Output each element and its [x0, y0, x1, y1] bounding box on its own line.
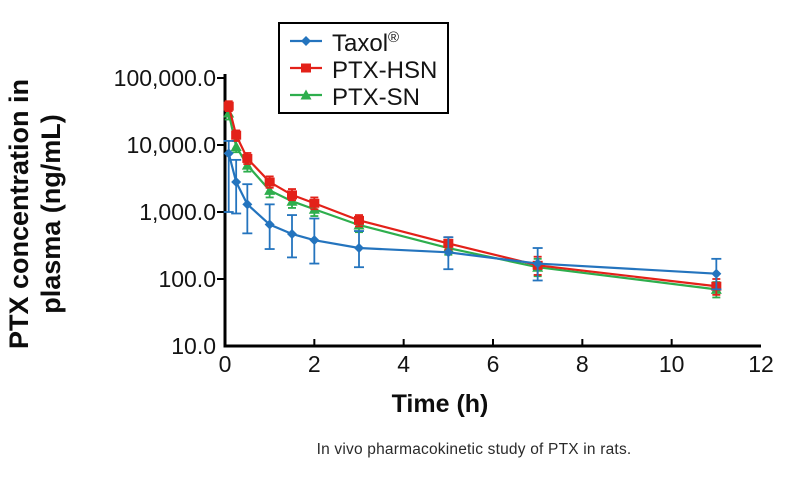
- x-tick-label: 12: [748, 351, 774, 377]
- square-marker-icon: [264, 177, 275, 187]
- ptx-sn-triangle-icon: [289, 87, 323, 103]
- square-marker-icon: [223, 101, 234, 111]
- diamond-marker-icon: [443, 247, 454, 258]
- x-tick-label: 2: [307, 351, 321, 377]
- series-line: [227, 105, 717, 288]
- diamond-marker-icon: [264, 219, 275, 230]
- y-tick-label: 100.0: [158, 266, 216, 292]
- diamond-marker-icon: [231, 177, 242, 188]
- legend-item-ptx-sn: PTX-SN: [289, 80, 447, 110]
- legend-item-ptx-hsn: PTX-HSN: [289, 53, 447, 83]
- diamond-marker-icon: [309, 235, 320, 246]
- square-marker-icon: [231, 130, 242, 140]
- legend-label-taxol-text: Taxol: [332, 29, 389, 57]
- legend-label-ptx-sn-text: PTX-SN: [332, 84, 421, 112]
- series-line: [227, 112, 717, 291]
- series-taxol: [223, 140, 722, 291]
- x-tick-label: 10: [658, 351, 685, 377]
- legend: Taxol® PTX-HSN PTX-SN: [278, 22, 449, 114]
- legend-label-ptx-sn: PTX-SN: [332, 80, 420, 110]
- diamond-marker-icon: [223, 148, 234, 159]
- ptx-hsn-square-icon: [289, 60, 323, 76]
- axes-lines: [223, 74, 761, 348]
- registered-trademark-symbol: ®: [388, 28, 400, 46]
- diamond-marker-icon: [242, 199, 253, 210]
- y-tick-label: 10,000.0: [126, 132, 216, 158]
- diamond-marker-icon: [711, 268, 722, 279]
- legend-item-taxol: Taxol®: [289, 26, 447, 56]
- square-marker-icon: [242, 153, 253, 163]
- y-tick-label: 1,000.0: [139, 199, 216, 225]
- y-tick-label: 100,000.0: [113, 65, 216, 91]
- square-marker-icon: [354, 215, 364, 225]
- diamond-marker-icon: [354, 243, 364, 254]
- square-marker-icon: [287, 190, 297, 200]
- x-tick-label: 0: [218, 351, 232, 377]
- legend-label-ptx-hsn-text: PTX-HSN: [332, 56, 438, 84]
- figure-caption: In vivo pharmacokinetic study of PTX in …: [316, 441, 632, 458]
- x-tick-label: 6: [486, 351, 500, 377]
- y-tick-label: 10.0: [171, 333, 216, 359]
- x-tick-label: 4: [397, 351, 411, 377]
- diamond-marker-icon: [532, 258, 543, 269]
- square-marker-icon: [309, 198, 320, 208]
- triangle-marker-icon: [230, 140, 242, 151]
- x-tick-label: 8: [575, 351, 589, 377]
- triangle-marker-icon: [264, 184, 276, 195]
- diamond-marker-icon: [287, 228, 297, 239]
- series-ptxhsn: [223, 100, 722, 296]
- legend-label-ptx-hsn: PTX-HSN: [332, 53, 437, 83]
- series-line: [227, 153, 717, 275]
- legend-label-taxol: Taxol®: [332, 26, 399, 56]
- x-axis-title: Time (h): [391, 390, 489, 418]
- taxol-diamond-icon: [289, 33, 323, 49]
